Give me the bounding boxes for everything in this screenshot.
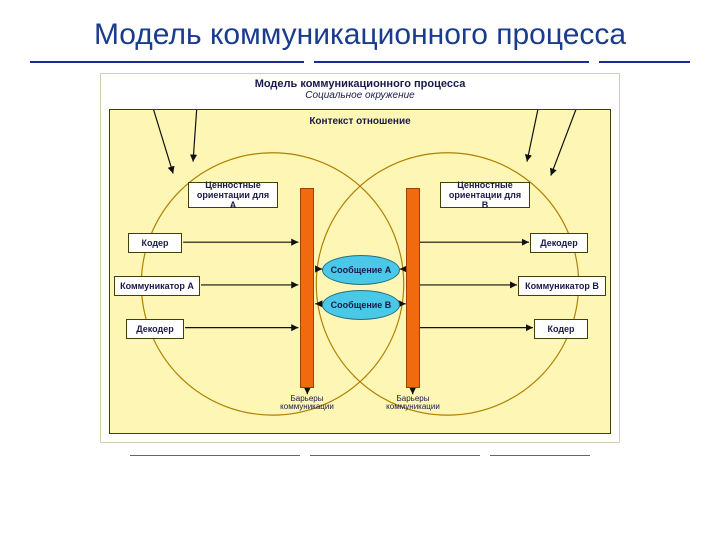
value-orientation-b: Ценностные ориентации для В (440, 182, 530, 208)
filter-bar-0 (300, 188, 314, 388)
filter-bar-1 (406, 188, 420, 388)
diagram-container: Модель коммуникационного процесса Социал… (100, 73, 620, 443)
right-node-2: Кодер (534, 319, 588, 339)
barrier-label-1: Барьерыкоммуникации (382, 395, 444, 413)
diagram-title: Модель коммуникационного процесса (101, 74, 619, 90)
diagram-subtitle: Социальное окружение (101, 90, 619, 105)
right-node-1: Коммуникатор В (518, 276, 606, 296)
message-a: Сообщение А (322, 255, 400, 285)
left-node-0: Кодер (128, 233, 182, 253)
value-orientation-a: Ценностные ориентации для А (188, 182, 278, 208)
left-node-2: Декодер (126, 319, 184, 339)
message-b: Сообщение В (322, 290, 400, 320)
title-underline (30, 61, 690, 63)
context-box: Контекст отношение Ценностные ориентации… (109, 109, 611, 434)
bottom-rule (30, 455, 690, 456)
left-node-1: Коммуникатор А (114, 276, 200, 296)
slide-title: Модель коммуникационного процесса (30, 18, 690, 53)
right-node-0: Декодер (530, 233, 588, 253)
barrier-label-0: Барьерыкоммуникации (276, 395, 338, 413)
